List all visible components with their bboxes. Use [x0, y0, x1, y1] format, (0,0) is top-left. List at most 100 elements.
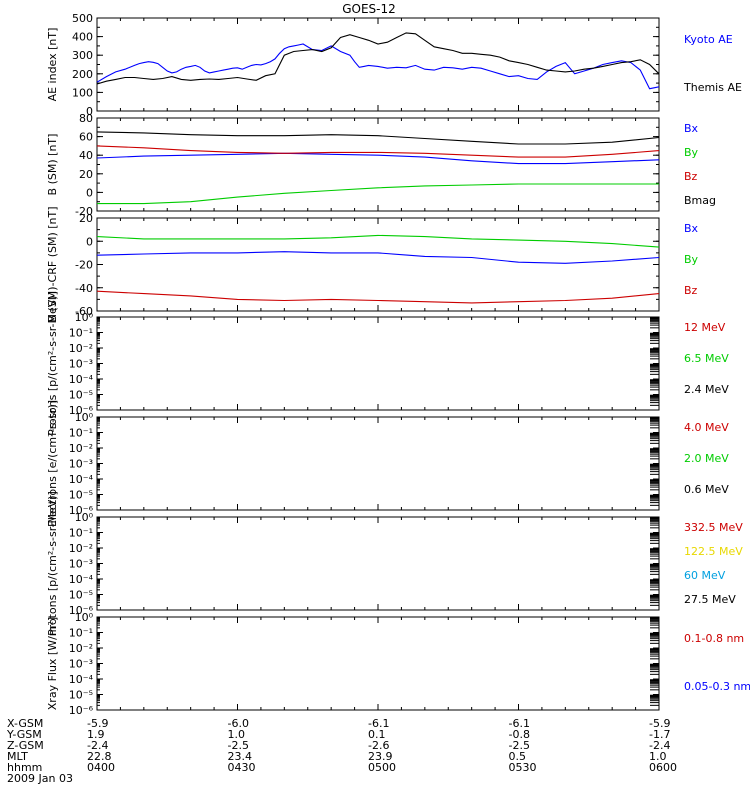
- y-tick-label: 10⁻⁶: [69, 604, 94, 617]
- legend-label: Bz: [684, 170, 698, 183]
- y-tick-label: 10⁰: [75, 311, 94, 324]
- orbit-date: 2009 Jan 03: [7, 772, 73, 785]
- orbit-value: 0530: [509, 761, 537, 774]
- y-tick-label: 0: [86, 235, 93, 248]
- y-tick-label: 10⁻¹: [69, 527, 93, 540]
- y-tick-label: 400: [72, 31, 93, 44]
- y-tick-label: 10⁻¹: [69, 327, 93, 340]
- legend-label: 12 MeV: [684, 321, 726, 334]
- orbit-row-label: Y-GSM: [6, 728, 42, 741]
- y-tick-label: 10⁻⁶: [69, 704, 94, 717]
- y-tick-label: 20: [79, 212, 93, 225]
- legend-label: 122.5 MeV: [684, 545, 743, 558]
- series-line-by: [96, 234, 660, 248]
- y-tick-label: -20: [75, 259, 93, 272]
- legend-label: Kyoto AE: [684, 33, 733, 46]
- y-tick-label: 40: [79, 149, 93, 162]
- legend-label: 2.0 MeV: [684, 452, 729, 465]
- legend-label: 4.0 MeV: [684, 421, 729, 434]
- y-tick-label: -20: [75, 205, 93, 218]
- y-tick-label: 10⁻⁴: [69, 373, 94, 386]
- orbit-row-label: Z-GSM: [7, 739, 44, 752]
- y-tick-label: 60: [79, 131, 93, 144]
- series-line-bx: [96, 251, 660, 264]
- y-tick-label: 10⁻⁵: [69, 389, 93, 402]
- panel-4: 10⁰ 10⁻¹ 10⁻² 10⁻³ 10⁻⁴ 10⁻⁵ 10⁻⁶ Protons [p/(c…: [46, 291, 729, 436]
- y-tick-label: 10⁻⁴: [69, 673, 94, 686]
- orbit-value: 0430: [228, 761, 256, 774]
- orbit-value: -0.8: [509, 728, 530, 741]
- plot-frame: [96, 217, 660, 312]
- series-line-bz: [96, 290, 660, 304]
- orbit-value: 0.1: [368, 728, 386, 741]
- y-tick-label: 10⁻⁵: [69, 489, 93, 502]
- legend-label: 6.5 MeV: [684, 352, 729, 365]
- y-tick-label: 10⁻⁵: [69, 589, 93, 602]
- legend-label: By: [684, 253, 699, 266]
- y-tick-label: 100: [72, 86, 93, 99]
- legend-label: 0.05-0.3 nm: [684, 680, 750, 693]
- y-tick-label: 10⁻⁴: [69, 473, 94, 486]
- legend-label: 0.6 MeV: [684, 483, 729, 496]
- legend-label: Bx: [684, 122, 699, 135]
- orbit-value: -5.9: [87, 717, 108, 730]
- orbit-value: -2.4: [87, 739, 108, 752]
- y-axis-label: Protons [p/(cm²-s-sr-MeV)]: [46, 491, 59, 636]
- orbit-value: -6.0: [228, 717, 249, 730]
- figure-title: GOES-12: [342, 2, 396, 16]
- orbit-value: 23.9: [368, 750, 393, 763]
- orbit-value: -2.5: [228, 739, 249, 752]
- orbit-value: 1.0: [228, 728, 246, 741]
- plot-frame: [96, 316, 660, 411]
- plot-frame: [96, 117, 660, 212]
- y-tick-label: 10⁻²: [69, 342, 93, 355]
- orbit-row-label: MLT: [7, 750, 28, 763]
- orbit-value: -1.7: [649, 728, 670, 741]
- legend-label: Bz: [684, 284, 698, 297]
- series-line-bx: [96, 152, 660, 165]
- panel-7: 10⁰ 10⁻¹ 10⁻² 10⁻³ 10⁻⁴ 10⁻⁵ 10⁻⁶ Xray Flux [W/…: [46, 611, 750, 717]
- y-tick-label: -60: [75, 305, 93, 318]
- y-tick-label: 10⁻²: [69, 542, 93, 555]
- y-tick-label: 10⁻⁶: [69, 504, 94, 517]
- y-tick-label: 10⁰: [75, 411, 94, 424]
- orbit-row-label: X-GSM: [7, 717, 43, 730]
- plot-frame: [96, 416, 660, 511]
- y-tick-label: 200: [72, 68, 93, 81]
- y-axis-label: AE index [nT]: [46, 28, 59, 102]
- legend-label: Themis AE: [683, 81, 742, 94]
- orbit-row-label: hhmm: [7, 761, 42, 774]
- y-axis-label: Electrons [e/(cm²-s-sr)]: [46, 400, 59, 527]
- orbit-value: -5.9: [649, 717, 670, 730]
- orbit-value: 1.0: [649, 750, 667, 763]
- plot-frame: [96, 17, 660, 112]
- y-tick-label: 10⁻²: [69, 442, 93, 455]
- legend-label: 27.5 MeV: [684, 593, 736, 606]
- plot-frame: [96, 516, 660, 611]
- panel-2: 80 60 40 20 0 -20 B (SM) [nT] Bx By Bz Bmag: [46, 112, 716, 218]
- y-tick-label: 0: [86, 105, 93, 118]
- panel-1: 500 400 300 200 100 0 AE index [nT] Kyoto AE The…: [46, 12, 742, 118]
- series-line-kyoto-ae: [96, 43, 660, 90]
- orbit-value: 0400: [87, 761, 115, 774]
- orbit-value: 0600: [649, 761, 677, 774]
- series-line-by: [97, 183, 659, 205]
- orbit-value: -6.1: [368, 717, 389, 730]
- series-line-bz: [96, 145, 660, 158]
- panel-6: 10⁰ 10⁻¹ 10⁻² 10⁻³ 10⁻⁴ 10⁻⁵ 10⁻⁶ Protons [p/(c…: [46, 491, 743, 636]
- y-tick-label: 10⁻³: [69, 658, 93, 671]
- series-line-bmag: [96, 131, 660, 145]
- y-axis-label: B (SM)-CRF (SM) [nT]: [46, 206, 59, 322]
- y-tick-label: 10⁻³: [69, 558, 93, 571]
- y-tick-label: 10⁻²: [69, 642, 93, 655]
- y-tick-label: 0: [86, 186, 93, 199]
- y-tick-label: 20: [79, 168, 93, 181]
- y-tick-label: 10⁻⁶: [69, 404, 94, 417]
- legend-label: By: [684, 146, 699, 159]
- legend-label: 332.5 MeV: [684, 521, 743, 534]
- y-tick-label: 10⁰: [75, 511, 94, 524]
- orbit-value: 22.8: [87, 750, 112, 763]
- y-tick-label: 10⁻³: [69, 358, 93, 371]
